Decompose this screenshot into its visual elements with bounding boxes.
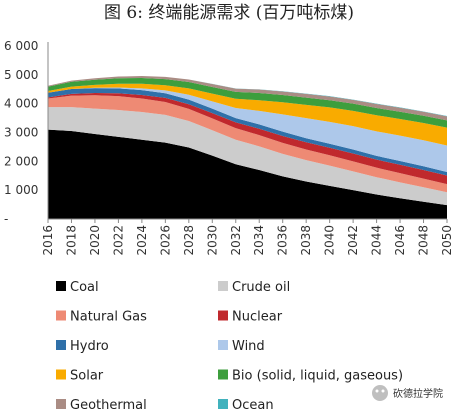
x-tick-label: 2048 [417,225,431,256]
x-tick-label: 2016 [41,225,55,256]
plot-area [48,75,447,219]
watermark: 砍德拉学院 [372,385,443,401]
legend-swatch [56,369,66,380]
legend-swatch [56,340,66,350]
chart-title: 图 6: 终端能源需求 (百万吨标煤) [104,3,354,23]
x-tick-label: 2044 [370,225,384,256]
x-tick-label: 2026 [158,225,172,256]
x-tick-label: 2022 [111,225,125,256]
area-series-6 [48,83,447,146]
legend-swatch [218,281,228,291]
legend-label: Ocean [232,398,274,413]
y-tick-label: 2 000 [4,154,38,168]
legend-label: Bio (solid, liquid, gaseous) [232,369,403,384]
x-tick-label: 2038 [299,225,313,256]
legend-swatch [218,399,228,409]
x-tick-label: 2018 [64,225,78,256]
y-tick-label: 1 000 [4,183,38,197]
x-tick-label: 2024 [135,225,149,256]
watermark-text: 砍德拉学院 [393,387,443,400]
legend-label: Hydro [70,339,109,354]
legend-label: Solar [70,369,104,384]
area-series-7 [48,78,447,128]
legend-swatch [56,310,66,321]
x-tick-label: 2030 [205,225,219,256]
legend-swatch [218,340,228,350]
y-tick-label: 4 000 [4,97,38,111]
legend-label: Geothermal [70,398,147,413]
area-series-0 [48,129,447,219]
y-tick-label: 6 000 [4,39,38,53]
legend-swatch [56,399,66,409]
y-axis: - 1 000 2 000 3 000 4 000 5 000 6 000 [4,39,49,226]
legend-label: Coal [70,280,99,295]
x-axis: 2016 2018 2020 2022 2024 2026 2028 2030 2032 2034… [41,218,454,256]
x-tick-label: 2032 [229,225,243,256]
x-tick-label: 2040 [323,225,337,256]
x-tick-label: 2028 [182,225,196,256]
legend: Coal Crude oil Natural Gas Nuclear Hydro Wind… [56,280,403,413]
legend-label: Natural Gas [70,310,147,325]
legend-label: Nuclear [232,310,283,325]
x-tick-label: 2020 [88,225,102,256]
y-tick-label: 5 000 [4,68,38,82]
y-tick-label: - [4,212,8,226]
watermark-logo-icon [372,385,388,401]
legend-label: Wind [232,339,265,354]
legend-swatch [218,369,228,380]
legend-swatch [56,281,66,291]
area-series-5 [48,87,447,172]
x-tick-label: 2050 [440,225,454,256]
x-tick-label: 2036 [276,225,290,256]
watermark-logo-eye-left [375,389,379,393]
x-tick-label: 2034 [252,225,266,256]
legend-label: Crude oil [232,280,290,295]
x-tick-label: 2046 [393,225,407,256]
y-tick-label: 3 000 [4,126,38,140]
area-series-2 [48,95,447,193]
x-tick-label: 2042 [346,225,360,256]
area-series-1 [48,107,447,206]
watermark-logo-eye-right [381,389,385,393]
legend-swatch [218,310,228,321]
